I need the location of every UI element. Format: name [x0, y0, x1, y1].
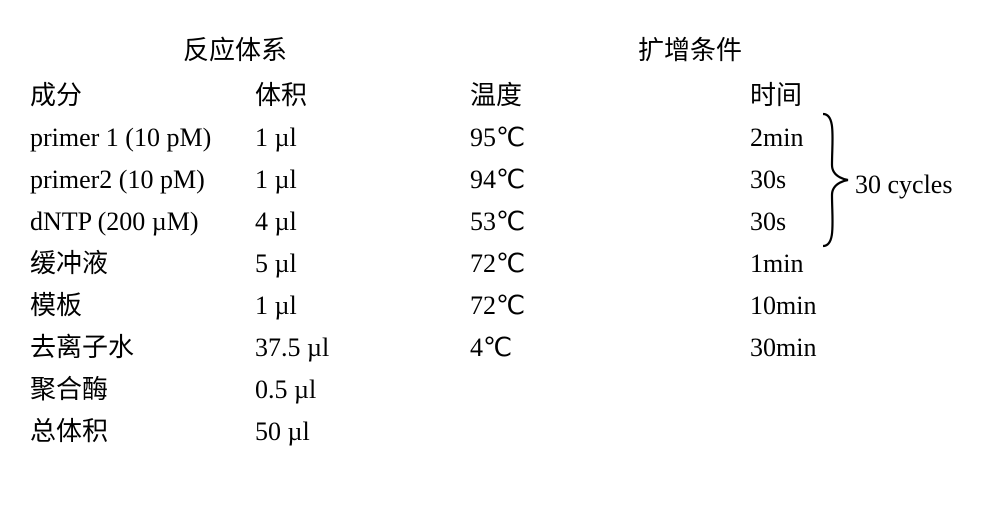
subheader-component: 成分: [30, 83, 255, 109]
subheader-volume: 体积: [255, 83, 470, 109]
top-header-row: 反应体系 扩增条件: [30, 30, 970, 67]
cell-temp: 95℃: [470, 125, 750, 151]
cell-component: dNTP (200 µM): [30, 209, 255, 235]
cell-component: primer2 (10 pM): [30, 167, 255, 193]
cell-temp: 94℃: [470, 167, 750, 193]
cell-time: 30min: [750, 335, 970, 361]
subheader-temp: 温度: [470, 83, 750, 109]
subheader-row: 成分 体积 温度 时间: [30, 83, 970, 109]
header-amplification: 扩增条件: [410, 30, 970, 67]
cell-time: 30s: [750, 209, 970, 235]
table-row: 总体积 50 µl: [30, 419, 970, 445]
table-row: 去离子水 37.5 µl 4℃ 30min: [30, 335, 970, 361]
cell-volume: 37.5 µl: [255, 335, 470, 361]
table-row: 缓冲液 5 µl 72℃ 1min: [30, 251, 970, 277]
cell-temp: 72℃: [470, 293, 750, 319]
cell-component: 模板: [30, 293, 255, 319]
header-reaction-system: 反应体系: [30, 30, 410, 67]
cell-component: 缓冲液: [30, 251, 255, 277]
cell-component: primer 1 (10 pM): [30, 125, 255, 151]
subheader-time: 时间: [750, 83, 970, 109]
cell-temp: 72℃: [470, 251, 750, 277]
table-row: 聚合酶 0.5 µl: [30, 377, 970, 403]
cell-volume: 5 µl: [255, 251, 470, 277]
cell-time: 2min: [750, 125, 970, 151]
cell-component: 总体积: [30, 419, 255, 445]
pcr-table: 反应体系 扩增条件 成分 体积 温度 时间 primer 1 (10 pM) 1…: [0, 0, 1000, 445]
cell-volume: 1 µl: [255, 125, 470, 151]
cell-time: 1min: [750, 251, 970, 277]
cell-component: 去离子水: [30, 335, 255, 361]
cell-volume: 50 µl: [255, 419, 470, 445]
cell-volume: 4 µl: [255, 209, 470, 235]
cell-volume: 0.5 µl: [255, 377, 470, 403]
cell-volume: 1 µl: [255, 293, 470, 319]
cell-time: 10min: [750, 293, 970, 319]
cycles-label: 30 cycles: [855, 170, 952, 200]
cell-temp: 4℃: [470, 335, 750, 361]
cycles-brace-icon: [820, 110, 850, 250]
cell-volume: 1 µl: [255, 167, 470, 193]
table-row: 模板 1 µl 72℃ 10min: [30, 293, 970, 319]
cell-component: 聚合酶: [30, 377, 255, 403]
cell-temp: 53℃: [470, 209, 750, 235]
